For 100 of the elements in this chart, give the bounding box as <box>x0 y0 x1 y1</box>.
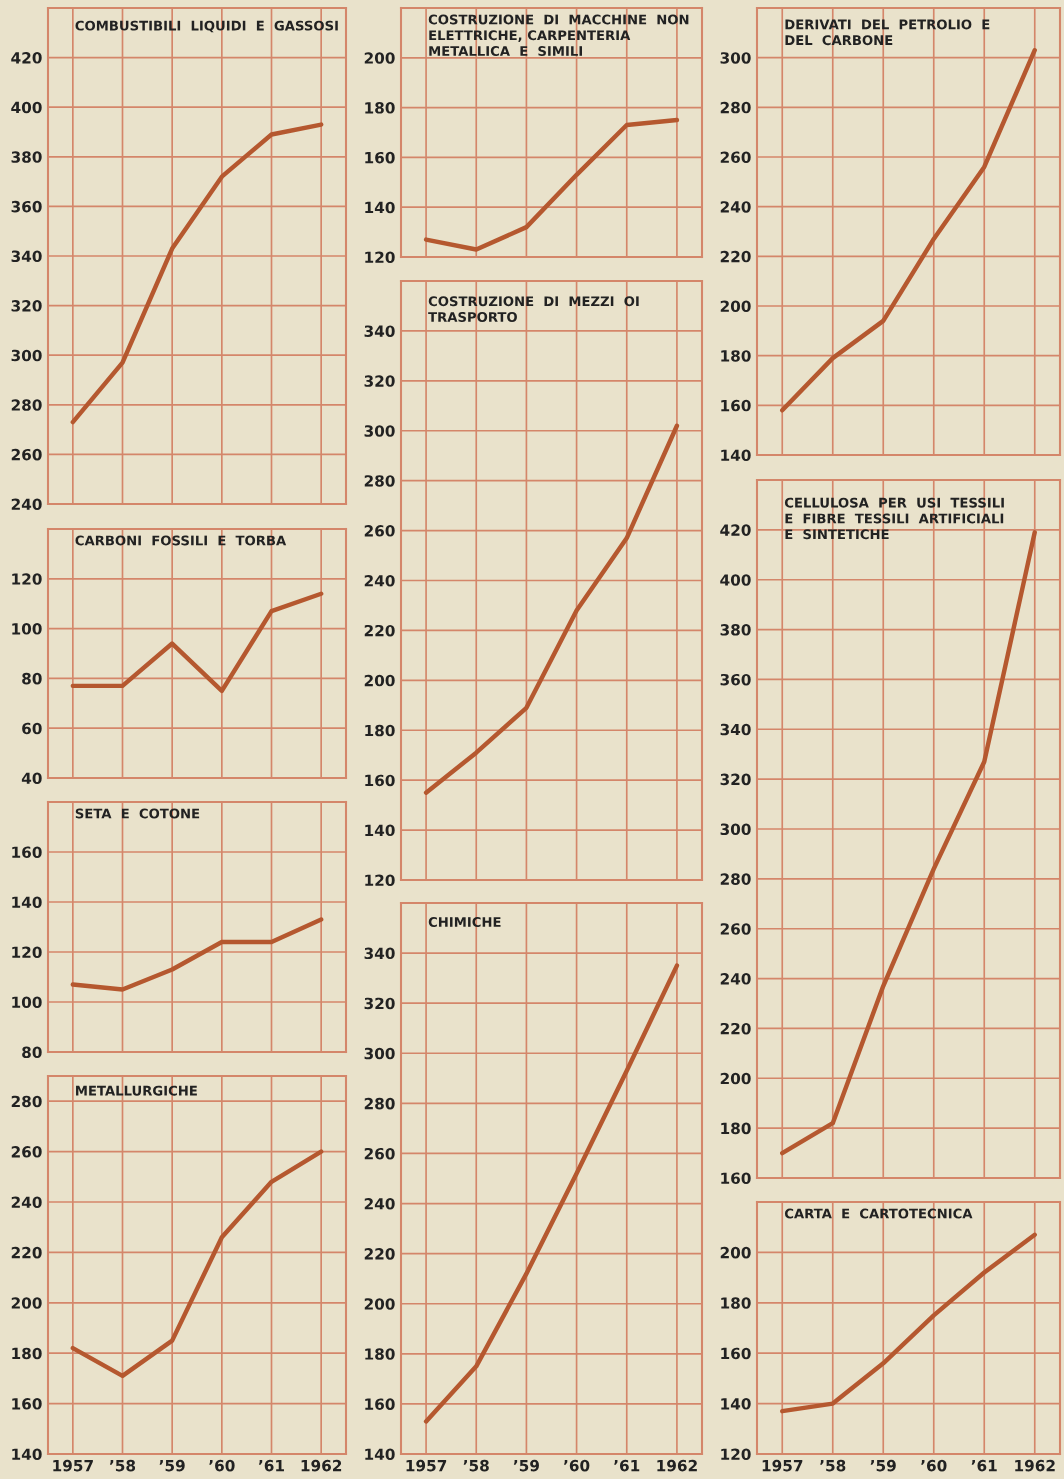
y-tick-label: 340 <box>364 947 395 960</box>
y-tick-label: 60 <box>22 722 42 735</box>
y-tick-label: 300 <box>720 823 751 836</box>
y-tick-label: 120 <box>365 251 395 264</box>
y-tick-label: 400 <box>720 574 751 586</box>
y-tick-label: 220 <box>364 624 395 637</box>
x-tick-label: 1962 <box>657 1459 697 1472</box>
x-tick-label: 1962 <box>1015 1459 1055 1472</box>
y-tick-label: 280 <box>364 475 395 487</box>
y-tick-label: 80 <box>22 1046 42 1059</box>
y-tick-label: 120 <box>12 573 42 585</box>
y-tick-label: 380 <box>720 624 751 636</box>
x-tick-label: ’58 <box>463 1459 489 1472</box>
x-tick-label: ’59 <box>159 1459 185 1472</box>
y-tick-label: 240 <box>364 574 395 587</box>
y-tick-label: 280 <box>364 1097 395 1110</box>
y-tick-label: 180 <box>12 1347 42 1360</box>
text: CELLULOSA PER USI TESSILI E FIBRE TESSILI ARTIFICIALI E SINTETICHE <box>784 497 1004 540</box>
y-tick-label: 300 <box>364 1047 395 1060</box>
x-tick-label: 1957 <box>406 1459 447 1472</box>
y-tick-label: 180 <box>365 102 395 114</box>
y-tick-label: 260 <box>720 923 751 935</box>
y-tick-label: 320 <box>364 375 395 387</box>
text: METALLURGICHE <box>76 1085 197 1096</box>
y-tick-label: 180 <box>721 1297 751 1309</box>
y-tick-label: 420 <box>720 524 751 536</box>
text: COMBUSTIBILI LIQUIDI E GASSOSI <box>75 20 338 33</box>
line-series <box>70 122 324 425</box>
x-tick-label: 1957 <box>762 1459 803 1472</box>
y-tick-label: 200 <box>720 300 751 313</box>
x-tick-label: ’61 <box>971 1459 997 1472</box>
y-tick-label: 120 <box>365 874 395 887</box>
y-tick-label: 120 <box>721 1448 751 1461</box>
x-tick-label: ’60 <box>921 1459 947 1472</box>
y-tick-label: 160 <box>721 399 751 412</box>
y-tick-label: 120 <box>12 946 42 959</box>
y-tick-label: 320 <box>720 773 751 786</box>
y-tick-label: 320 <box>11 300 42 312</box>
chart-title: CARBONI FOSSILI E TORBA <box>75 535 287 546</box>
y-tick-label: 220 <box>720 1022 751 1035</box>
y-tick-label: 260 <box>11 1146 42 1158</box>
y-tick-label: 420 <box>11 52 42 64</box>
y-tick-label: 200 <box>720 1072 751 1085</box>
chart-title: SETA E COTONE <box>75 808 200 819</box>
y-tick-label: 160 <box>12 846 42 859</box>
chart-title: CARTA E CARTOTECNICA <box>784 1208 973 1219</box>
text: DERIVATI DEL PETROLIO E DEL CARBONE <box>785 19 990 46</box>
line-series <box>70 917 324 992</box>
y-tick-label: 140 <box>12 896 42 909</box>
y-tick-label: 160 <box>721 1347 751 1360</box>
y-tick-label: 200 <box>364 1298 395 1310</box>
y-tick-label: 160 <box>721 1172 751 1185</box>
y-tick-label: 260 <box>11 448 42 461</box>
y-tick-label: 160 <box>12 1398 42 1410</box>
y-tick-label: 140 <box>365 201 395 214</box>
line-series <box>70 591 324 694</box>
y-tick-label: 240 <box>364 1198 395 1210</box>
y-tick-label: 340 <box>364 325 395 337</box>
x-tick-label: 1962 <box>301 1459 342 1472</box>
y-tick-label: 140 <box>365 1448 395 1461</box>
y-tick-label: 100 <box>12 623 42 635</box>
text: CHIMICHE <box>428 917 501 927</box>
text: COSTRUZIONE DI MACCHINE NON ELETTRICHE, CARPENTERIA METALLICA E SIMILI <box>428 14 689 56</box>
line-series <box>780 1232 1037 1414</box>
y-tick-label: 240 <box>720 973 751 985</box>
y-tick-label: 280 <box>11 1095 42 1108</box>
x-tick-label: ’59 <box>513 1459 539 1472</box>
x-tick-label: ’60 <box>564 1459 590 1472</box>
y-tick-label: 220 <box>720 250 751 263</box>
y-tick-label: 40 <box>21 772 42 785</box>
y-tick-label: 360 <box>11 200 42 213</box>
y-tick-label: 140 <box>721 449 751 462</box>
y-tick-label: 260 <box>720 151 751 164</box>
y-tick-label: 200 <box>720 1246 751 1259</box>
y-tick-label: 300 <box>364 425 395 437</box>
y-tick-label: 160 <box>365 151 395 164</box>
y-tick-label: 220 <box>11 1246 42 1259</box>
y-tick-label: 200 <box>364 674 395 687</box>
y-tick-label: 140 <box>12 1448 42 1461</box>
text: COSTRUZIONE DI MEZZI OI TRASPORTO <box>428 296 639 322</box>
y-tick-label: 260 <box>364 525 395 537</box>
y-tick-label: 300 <box>11 349 42 362</box>
x-tick-label: ’60 <box>209 1459 235 1472</box>
y-tick-label: 80 <box>22 672 42 685</box>
y-tick-label: 360 <box>720 673 751 686</box>
y-tick-label: 180 <box>365 1348 395 1360</box>
y-tick-label: 140 <box>365 824 395 837</box>
y-tick-label: 240 <box>11 1196 42 1209</box>
y-tick-label: 380 <box>11 151 42 163</box>
x-tick-label: ’61 <box>614 1459 640 1472</box>
y-tick-label: 320 <box>364 997 395 1010</box>
y-tick-label: 280 <box>11 399 42 411</box>
line-series <box>780 530 1037 1156</box>
y-tick-label: 240 <box>11 498 42 511</box>
y-tick-label: 200 <box>364 52 395 64</box>
y-tick-label: 160 <box>365 774 395 787</box>
x-tick-label: ’58 <box>109 1459 136 1472</box>
x-tick-label: ’58 <box>820 1459 846 1472</box>
y-tick-label: 280 <box>720 873 751 885</box>
y-tick-label: 340 <box>720 723 751 736</box>
